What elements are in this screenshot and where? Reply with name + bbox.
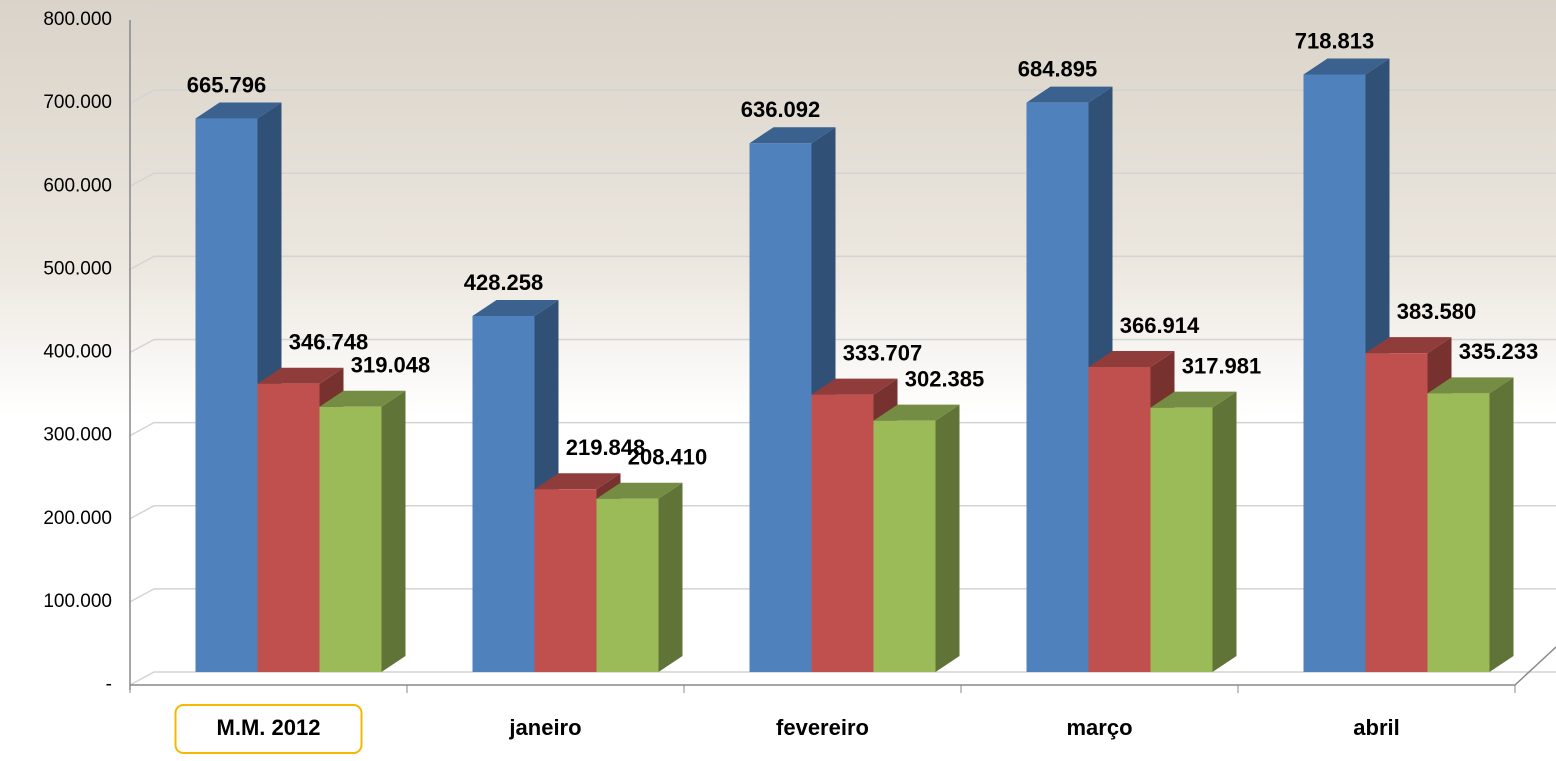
bar bbox=[1303, 74, 1366, 672]
value-label: 333.707 bbox=[843, 340, 923, 365]
grid-line bbox=[129, 6, 1556, 21]
value-label: 383.580 bbox=[1397, 299, 1477, 324]
x-tick-label: abril bbox=[1353, 715, 1399, 740]
bar-top bbox=[1088, 351, 1175, 368]
y-tick-label: 400.000 bbox=[43, 342, 112, 363]
bar-top bbox=[195, 102, 282, 119]
bar-side bbox=[1212, 391, 1237, 672]
y-tick-label: 700.000 bbox=[43, 92, 112, 113]
value-label: 208.410 bbox=[628, 445, 708, 470]
value-label: 636.092 bbox=[741, 97, 821, 122]
bar-side bbox=[381, 390, 406, 672]
bar bbox=[811, 394, 874, 672]
x-tick-label: março bbox=[1066, 715, 1132, 740]
bar bbox=[472, 316, 535, 672]
bar-top bbox=[319, 390, 406, 407]
bar-side bbox=[935, 404, 960, 672]
bar bbox=[873, 420, 936, 672]
floor-edge bbox=[1514, 646, 1556, 686]
bar bbox=[534, 489, 597, 672]
value-label: 302.385 bbox=[905, 366, 985, 391]
value-label: 346.748 bbox=[289, 330, 369, 355]
bar bbox=[257, 383, 320, 672]
value-label: 366.914 bbox=[1120, 313, 1200, 338]
bar-top bbox=[873, 404, 960, 421]
y-tick-label: 100.000 bbox=[43, 591, 112, 612]
bar bbox=[1026, 102, 1089, 672]
bar-top bbox=[1303, 58, 1390, 75]
bar bbox=[749, 143, 812, 672]
bar-top bbox=[749, 127, 836, 144]
bar-top bbox=[1026, 86, 1113, 103]
bar-top bbox=[1150, 391, 1237, 408]
bar bbox=[1088, 367, 1151, 672]
value-label: 684.895 bbox=[1018, 56, 1098, 81]
bar bbox=[1150, 407, 1213, 672]
value-label: 665.796 bbox=[187, 72, 267, 97]
y-tick-label: 500.000 bbox=[43, 258, 112, 279]
value-label: 317.981 bbox=[1182, 353, 1262, 378]
y-tick-label: 200.000 bbox=[43, 508, 112, 529]
bar-top bbox=[596, 482, 683, 499]
x-tick-label: fevereiro bbox=[776, 715, 869, 740]
y-tick-label: 300.000 bbox=[43, 425, 112, 446]
bar-side bbox=[658, 482, 683, 672]
value-label: 718.813 bbox=[1295, 28, 1375, 53]
bar bbox=[596, 498, 659, 672]
x-tick-label: M.M. 2012 bbox=[217, 715, 321, 740]
bar bbox=[319, 406, 382, 672]
bar bbox=[195, 118, 258, 673]
value-label: 335.233 bbox=[1459, 339, 1539, 364]
x-tick-label: janeiro bbox=[508, 715, 581, 740]
y-tick-label: 600.000 bbox=[43, 175, 112, 196]
bar-top bbox=[811, 378, 898, 395]
value-label: 319.048 bbox=[351, 353, 431, 378]
bar bbox=[1427, 393, 1490, 672]
value-label: 428.258 bbox=[464, 270, 544, 295]
bar-top bbox=[257, 367, 344, 384]
bar-top bbox=[1365, 337, 1452, 354]
bar-side bbox=[1489, 377, 1514, 672]
bar bbox=[1365, 353, 1428, 672]
bar-top bbox=[534, 473, 621, 490]
y-tick-label: 800.000 bbox=[43, 9, 112, 30]
highlight-box bbox=[174, 704, 363, 754]
bar-top bbox=[472, 300, 559, 317]
value-label: 219.848 bbox=[566, 435, 646, 460]
bar-top bbox=[1427, 377, 1514, 394]
y-tick-label: - bbox=[106, 674, 112, 695]
